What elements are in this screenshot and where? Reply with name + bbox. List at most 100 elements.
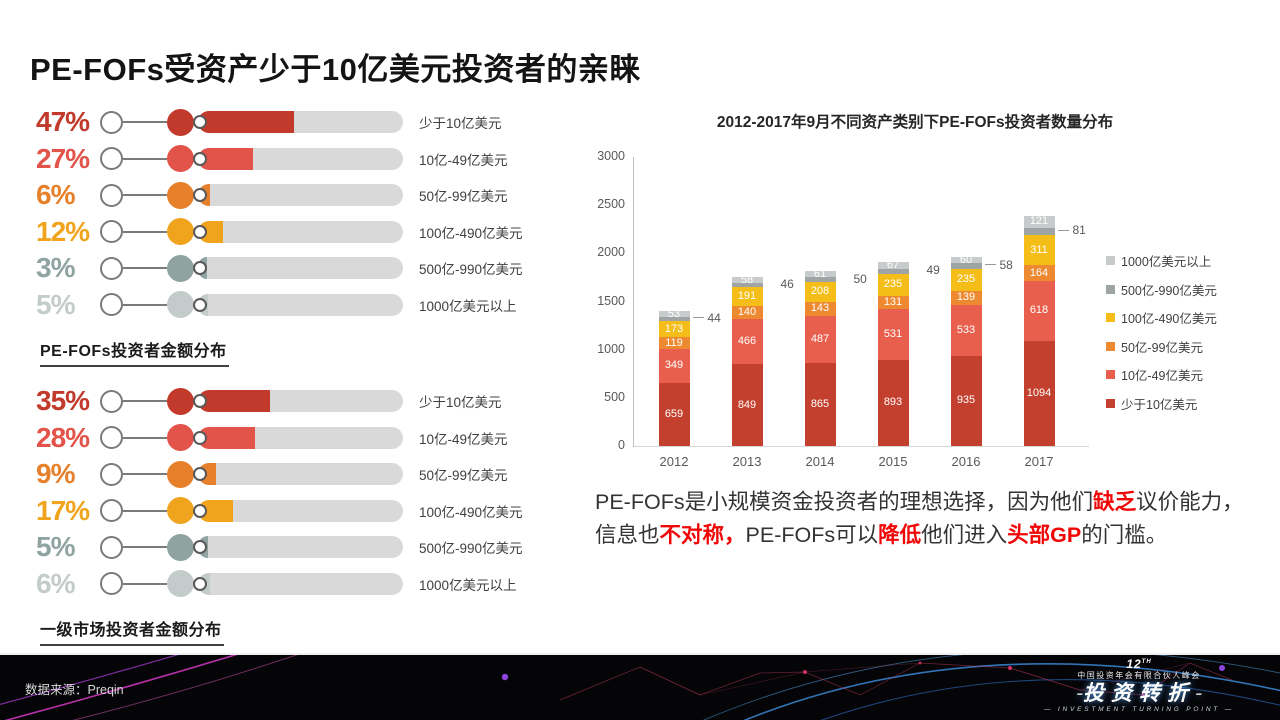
callout-leader-line bbox=[1057, 229, 1069, 231]
bar-segment: 173 bbox=[658, 320, 690, 338]
legend-swatch-icon bbox=[1106, 398, 1115, 408]
connector-line bbox=[123, 267, 167, 270]
emphasis-text: 头部GP bbox=[1007, 523, 1082, 548]
category-dot-icon bbox=[167, 108, 194, 136]
y-axis-tick-label: 1500 bbox=[597, 293, 625, 308]
infographic-row: 27% 10亿-49亿美元 bbox=[36, 141, 576, 178]
bar-segment bbox=[804, 277, 836, 282]
logo-slogan-en: INVESTMENT TURNING POINT bbox=[1024, 706, 1254, 714]
progress-track bbox=[193, 220, 403, 243]
segment-value-label: 60 bbox=[959, 253, 973, 266]
segment-value-label: 131 bbox=[883, 296, 903, 309]
segment-value-label: 208 bbox=[810, 285, 830, 298]
category-label: 100亿-490亿美元 bbox=[419, 225, 523, 241]
ring-icon bbox=[193, 430, 207, 445]
segment-value-label: 1094 bbox=[1026, 386, 1052, 399]
infographic-row: 6% 50亿-99亿美元 bbox=[36, 177, 576, 214]
start-circle-icon bbox=[100, 499, 123, 523]
y-axis-tick-label: 0 bbox=[618, 438, 625, 452]
legend-swatch-icon bbox=[1106, 370, 1115, 379]
legend-item: 1000亿美元以上 bbox=[1106, 251, 1217, 270]
bar-segment: 53 bbox=[658, 308, 690, 319]
percent-value: 35% bbox=[36, 385, 90, 417]
bar-segment: 121 bbox=[1023, 216, 1055, 228]
category-label: 1000亿美元以上 bbox=[419, 577, 517, 593]
legend-swatch-icon bbox=[1106, 256, 1115, 265]
callout-number: 50 bbox=[853, 271, 867, 286]
percent-value: 3% bbox=[36, 252, 75, 284]
legend-label: 50亿-99亿美元 bbox=[1121, 340, 1203, 355]
bar-segment: 533 bbox=[950, 304, 982, 356]
emphasis-text: 缺乏 bbox=[1093, 490, 1137, 514]
bar-segment: 119 bbox=[658, 337, 690, 349]
connector-line bbox=[123, 194, 167, 197]
bar-segment: 659 bbox=[658, 382, 690, 446]
body-text: PE-FOFs是小规模资金投资者的理想选择，因为他们 bbox=[595, 490, 1094, 514]
bar-segment: 143 bbox=[804, 302, 836, 316]
legend-label: 10亿-49亿美元 bbox=[1121, 369, 1203, 383]
y-axis-tick-label: 1000 bbox=[597, 341, 625, 356]
callout-value: 44 bbox=[692, 311, 721, 325]
x-axis-year-label: 2014 bbox=[805, 454, 835, 469]
body-text: 议价能力，信息也 bbox=[595, 490, 1244, 548]
progress-track bbox=[193, 390, 403, 413]
infographic-row: 3% 500亿-990亿美元 bbox=[36, 250, 576, 287]
segment-value-label: 61 bbox=[813, 267, 827, 280]
segment-value-label: 235 bbox=[883, 278, 903, 291]
bar-segment: 191 bbox=[731, 287, 763, 306]
progress-fill bbox=[198, 390, 270, 413]
progress-track bbox=[193, 293, 403, 316]
connector-line bbox=[123, 436, 167, 439]
category-dot-icon bbox=[167, 387, 194, 415]
percent-value: 9% bbox=[36, 458, 75, 490]
bar-segment: 618 bbox=[1023, 281, 1055, 341]
start-circle-icon bbox=[100, 572, 123, 596]
progress-fill bbox=[198, 147, 254, 170]
segment-value-label: 893 bbox=[883, 396, 903, 409]
percent-value: 6% bbox=[36, 567, 75, 599]
percent-value: 47% bbox=[36, 106, 90, 138]
start-circle-icon bbox=[100, 462, 123, 486]
connector-line bbox=[123, 303, 167, 306]
callout-value: 81 bbox=[1057, 223, 1086, 237]
callout-value: 46 bbox=[766, 277, 794, 291]
category-dot-icon bbox=[167, 570, 194, 598]
bar-segment bbox=[658, 316, 690, 321]
legend-label: 少于10亿美元 bbox=[1121, 397, 1198, 412]
y-axis-tick-label: 3000 bbox=[597, 149, 625, 163]
logo-conference-name: 中国投资年会有限合伙人峰会 bbox=[1077, 671, 1201, 680]
stacked-bar-chart: 3000 2500 2000 1500 1000 500 0 659 349 119 173 53 44… bbox=[597, 149, 1217, 469]
bar-segment: 60 bbox=[950, 253, 982, 266]
infographic-row: 5% 1000亿美元以上 bbox=[36, 287, 576, 324]
bar-segment: 208 bbox=[804, 281, 836, 302]
bar-segment: 893 bbox=[877, 359, 909, 446]
category-label: 10亿-49亿美元 bbox=[419, 152, 508, 168]
page-title: PE-FOFs受资产少于10亿美元投资者的亲睐 bbox=[30, 52, 641, 87]
category-dot-icon bbox=[167, 497, 194, 525]
connector-line bbox=[123, 582, 167, 585]
legend-swatch-icon bbox=[1106, 284, 1115, 294]
segment-value-label: 173 bbox=[664, 322, 684, 335]
legend-swatch-icon bbox=[1106, 313, 1115, 322]
logo-edition: 12TH bbox=[1126, 657, 1152, 671]
chart-legend: 1000亿美元以上 500亿-990亿美元 100亿-490亿美元 50亿-99亿美元… bbox=[1106, 251, 1217, 422]
ring-icon bbox=[193, 261, 207, 276]
body-text: 的门槛。 bbox=[1081, 523, 1168, 548]
progress-track bbox=[193, 499, 403, 522]
bar-segment: 61 bbox=[804, 267, 836, 280]
bar-segment: 140 bbox=[731, 305, 763, 320]
bar-segment: 164 bbox=[1023, 265, 1055, 282]
category-dot-icon bbox=[167, 424, 194, 452]
callout-number: 49 bbox=[926, 263, 940, 278]
legend-swatch-icon bbox=[1106, 341, 1115, 351]
conference-logo: 12TH 中国投资年会有限合伙人峰会 投资转折 INVESTMENT TURNI… bbox=[1024, 658, 1254, 714]
legend-label: 100亿-490亿美元 bbox=[1121, 312, 1217, 326]
callout-number: 58 bbox=[999, 257, 1013, 272]
y-axis-tick-label: 500 bbox=[604, 389, 625, 404]
ring-icon bbox=[193, 151, 207, 166]
category-dot-icon bbox=[167, 145, 194, 173]
percent-value: 28% bbox=[36, 421, 90, 453]
progress-track bbox=[193, 572, 403, 595]
x-axis-year-label: 2017 bbox=[1024, 454, 1054, 469]
bar-segment bbox=[950, 263, 982, 269]
